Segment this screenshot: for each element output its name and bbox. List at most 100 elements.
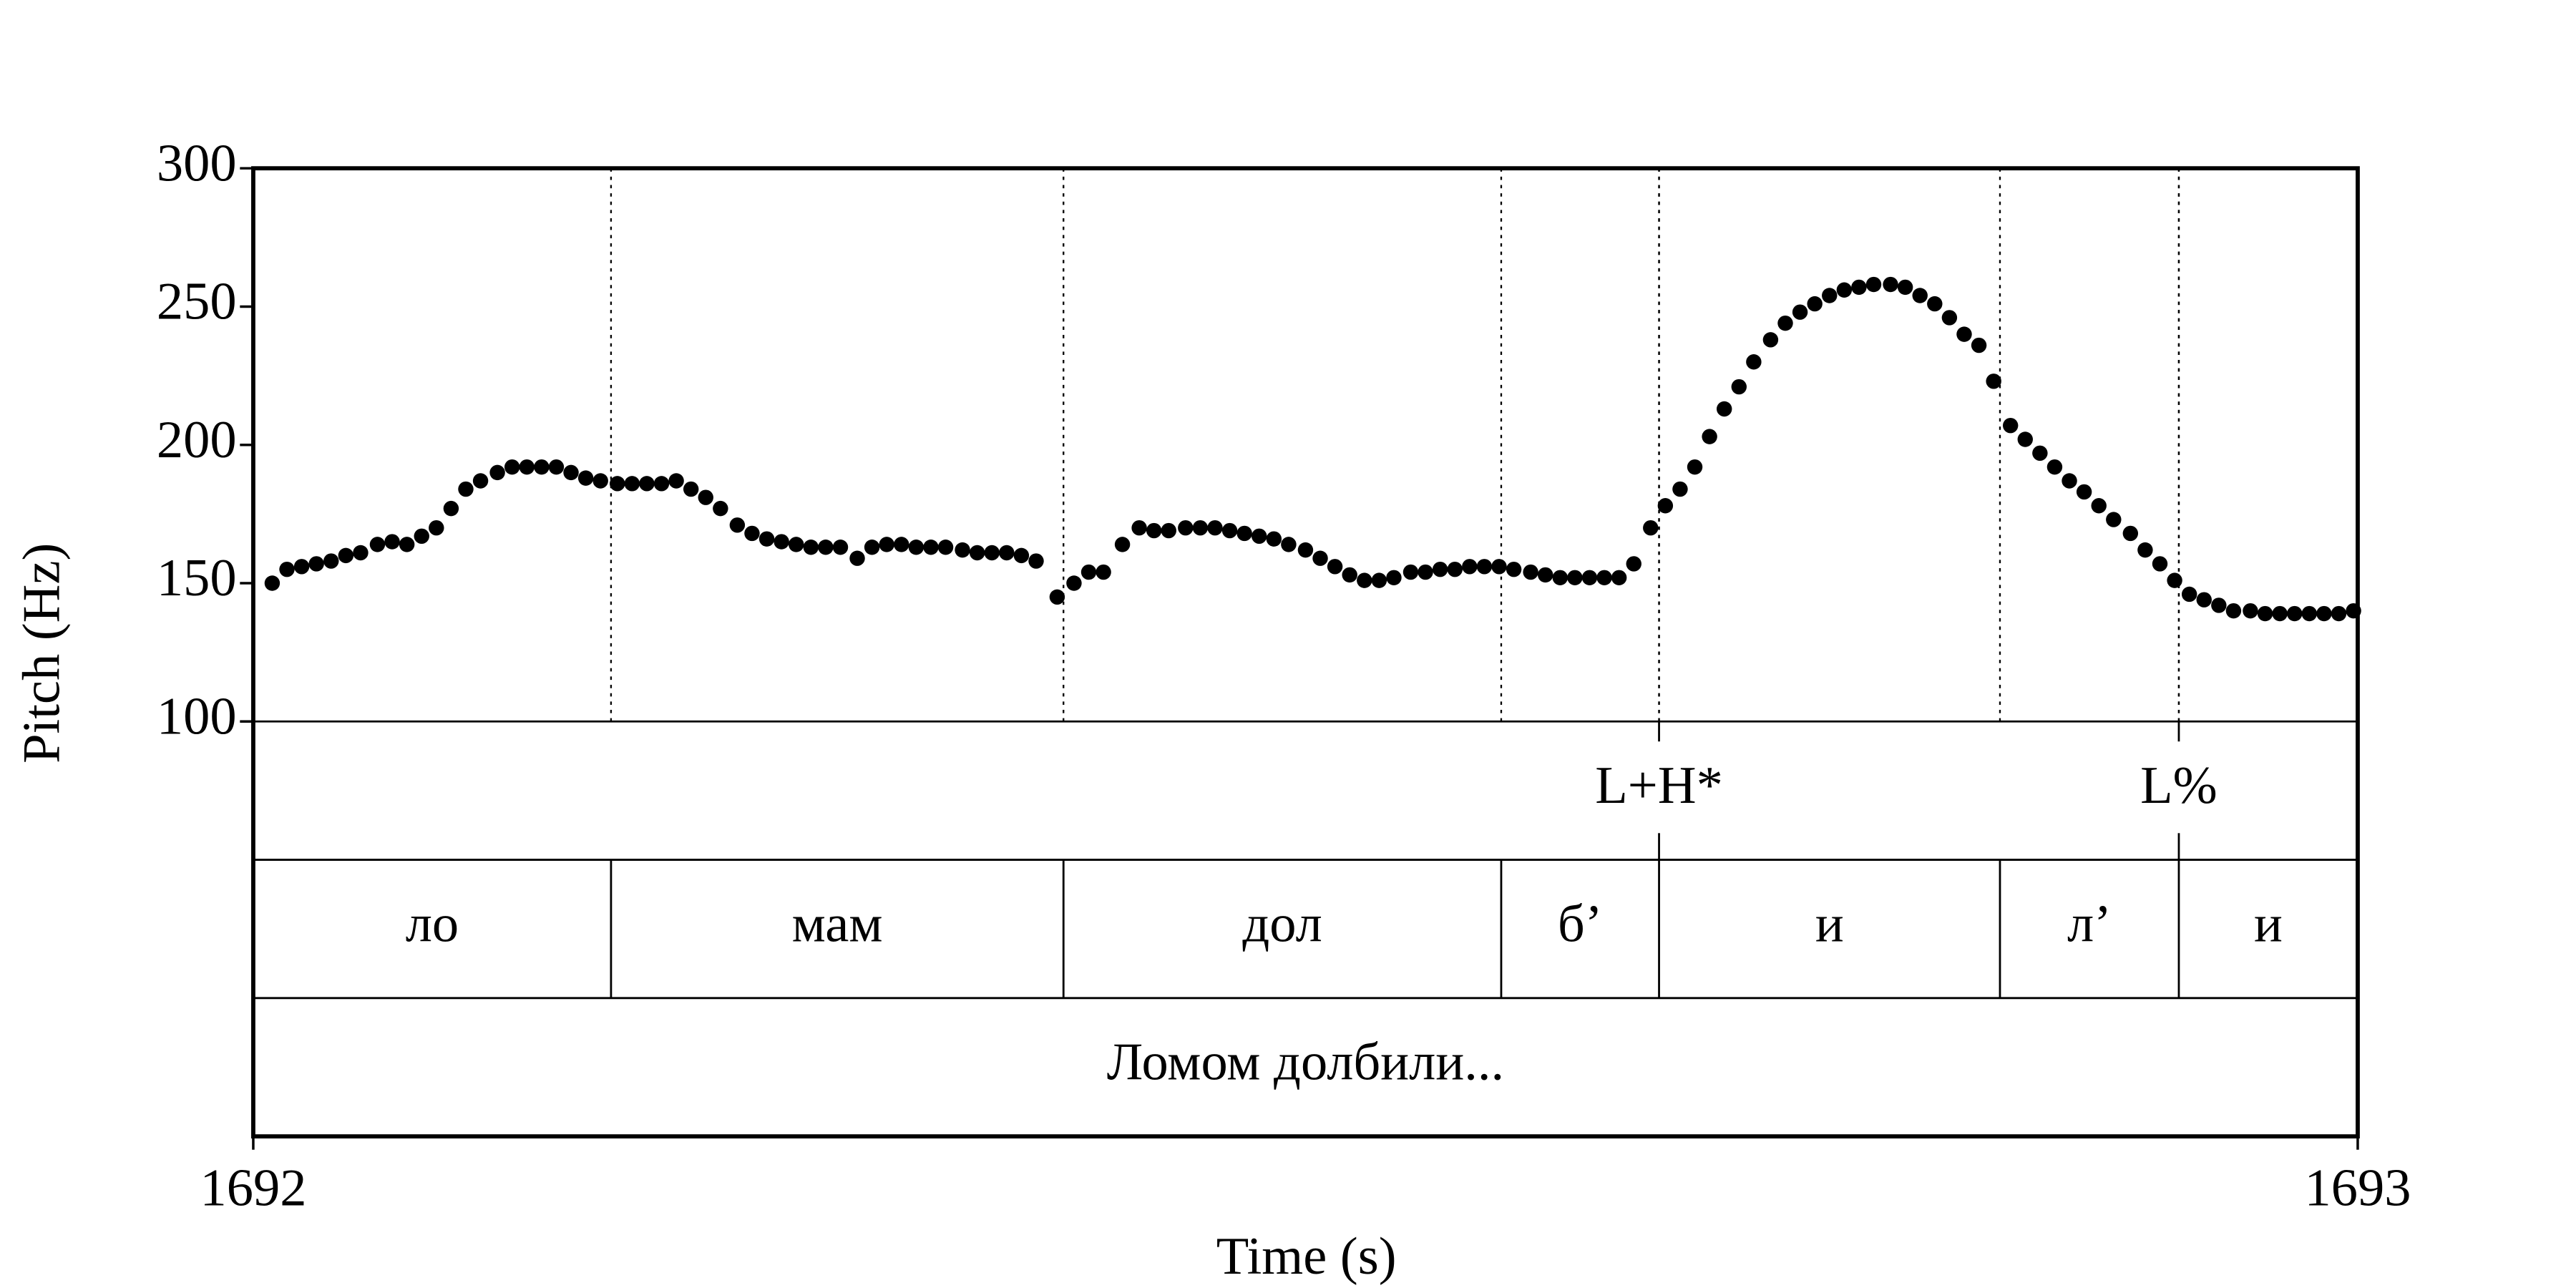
- pitch-point: [1297, 542, 1314, 558]
- pitch-point: [832, 540, 849, 555]
- pitch-point: [2287, 605, 2303, 622]
- pitch-point: [1327, 559, 1343, 575]
- pitch-point: [864, 540, 880, 555]
- pitch-point: [999, 545, 1015, 561]
- pitch-point: [1447, 561, 1463, 577]
- pitch-point: [1178, 519, 1194, 536]
- pitch-point: [610, 476, 625, 492]
- pitch-point: [353, 545, 369, 561]
- pitch-point: [2122, 525, 2139, 542]
- pitch-point: [1371, 572, 1387, 588]
- pitch-point: [683, 481, 699, 497]
- pitch-point: [1357, 572, 1372, 588]
- pitch-point: [1281, 537, 1297, 552]
- pitch-point: [849, 550, 865, 566]
- pitch-point: [923, 540, 939, 555]
- pitch-point: [1476, 559, 1493, 575]
- pitch-point: [1432, 561, 1448, 577]
- pitch-point: [908, 540, 924, 555]
- pitch-point: [1418, 564, 1433, 580]
- y-tick-label: 250: [157, 273, 237, 331]
- pitch-point: [789, 537, 804, 552]
- pitch-point: [1883, 276, 1898, 293]
- pitch-point: [1746, 354, 1762, 370]
- pitch-point: [2243, 602, 2258, 619]
- plot-frame: [251, 166, 2360, 1139]
- pitch-point: [279, 561, 295, 577]
- pitch-point: [937, 540, 954, 555]
- interval-label: мам: [792, 894, 883, 953]
- pitch-point: [534, 459, 550, 475]
- pitch-point: [1552, 570, 1568, 585]
- pitch-point: [1066, 575, 1082, 591]
- pitch-point: [1687, 459, 1703, 475]
- pitch-point: [1312, 550, 1328, 566]
- pitch-point: [1538, 567, 1553, 583]
- pitch-point: [624, 476, 640, 492]
- pitch-point: [729, 517, 746, 533]
- tone-label: L+H*: [1595, 756, 1723, 815]
- pitch-point: [1762, 332, 1779, 348]
- pitch-point: [2062, 473, 2077, 489]
- interval-label: дол: [1242, 894, 1322, 953]
- pitch-point: [2076, 484, 2092, 500]
- pitch-point: [2225, 602, 2242, 619]
- pitch-point: [1491, 559, 1507, 575]
- pitch-point: [1986, 374, 2001, 389]
- pitch-point: [443, 500, 459, 517]
- pitch-point: [1731, 379, 1747, 395]
- pitch-point: [1912, 288, 1928, 303]
- pitch-point: [548, 459, 565, 475]
- pitch-point: [458, 481, 474, 497]
- pitch-point: [1131, 519, 1147, 536]
- pitch-point: [1643, 519, 1659, 536]
- pitch-point: [984, 545, 1000, 561]
- pitch-point: [2032, 445, 2048, 462]
- pitch-point: [369, 537, 386, 552]
- pitch-point: [2181, 586, 2197, 602]
- pitch-point: [2316, 605, 2332, 622]
- pitch-point: [1506, 561, 1522, 577]
- y-tick-label: 150: [157, 549, 237, 608]
- pitch-point: [1865, 276, 1882, 293]
- pitch-point: [2301, 605, 2318, 622]
- pitch-point: [2046, 459, 2063, 475]
- pitch-point: [639, 476, 655, 492]
- pitch-point: [592, 473, 608, 489]
- pitch-point: [1236, 525, 1252, 542]
- pitch-point: [1822, 288, 1838, 303]
- pitch-point: [1013, 547, 1030, 564]
- pitch-point: [1080, 564, 1097, 580]
- pitch-point: [744, 525, 760, 542]
- x-tick-label: 1693: [2304, 1158, 2411, 1217]
- pitch-point: [1096, 564, 1111, 580]
- pitch-point: [1596, 570, 1612, 585]
- pitch-point: [2152, 556, 2168, 572]
- y-tick-label: 200: [157, 411, 237, 469]
- pitch-point: [577, 470, 594, 486]
- pitch-point: [338, 547, 354, 564]
- pitch-point: [2272, 605, 2288, 622]
- pitch-point: [758, 531, 775, 547]
- pitch-point: [1672, 481, 1688, 497]
- pitch-point: [399, 537, 415, 552]
- pitch-point: [1611, 570, 1627, 585]
- interval-label: Ломом долбили...: [1107, 1033, 1504, 1092]
- pitch-point: [774, 534, 789, 550]
- pitch-point: [2137, 542, 2153, 558]
- pitch-point: [1207, 519, 1223, 536]
- pitch-point: [1402, 564, 1419, 580]
- pitch-point: [264, 575, 280, 591]
- pitch-point: [293, 559, 310, 575]
- pitch-point: [1657, 498, 1674, 514]
- pitch-point: [2211, 597, 2227, 613]
- pitch-point: [1716, 401, 1732, 417]
- pitch-point: [1342, 567, 1357, 583]
- pitch-point: [1266, 531, 1282, 547]
- pitch-point: [955, 542, 970, 558]
- tone-label: L%: [2140, 756, 2218, 815]
- interval-label: и: [1815, 894, 1844, 953]
- pitch-point: [2257, 605, 2273, 622]
- pitch-point: [563, 464, 579, 481]
